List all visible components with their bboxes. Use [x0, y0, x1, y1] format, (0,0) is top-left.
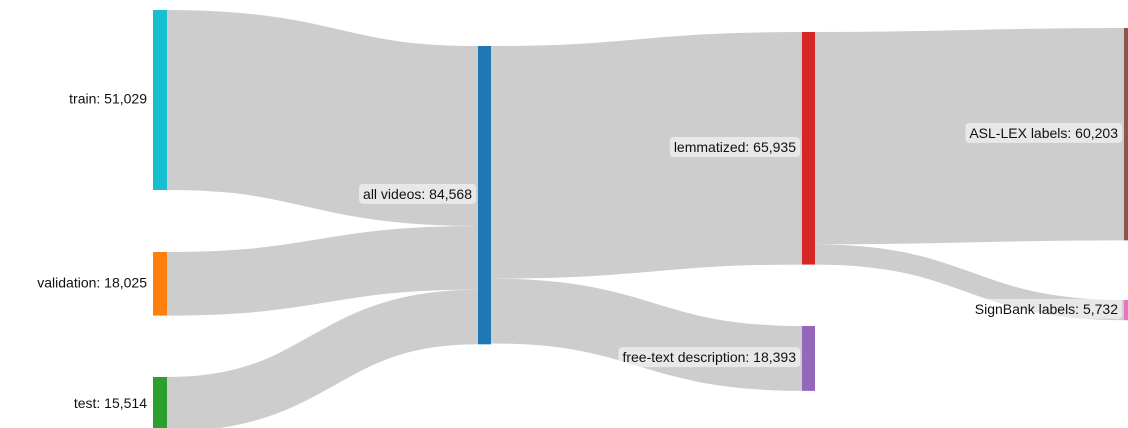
label-background: [359, 183, 477, 204]
node-label: train: 51,029: [69, 91, 147, 107]
label-background: [618, 347, 801, 368]
node-label-text: validation: 18,025: [37, 274, 147, 290]
node: [802, 326, 815, 391]
node-label-text: lemmatized: 65,935: [674, 139, 796, 155]
node-label-text: test: 15,514: [74, 395, 147, 411]
node-label-text: SignBank labels: 5,732: [975, 301, 1118, 317]
node-label: validation: 18,025: [37, 274, 147, 290]
link: [166, 289, 479, 428]
node-label: all videos: 84,568: [359, 183, 477, 204]
node: [153, 10, 167, 190]
node-label-text: ASL-LEX labels: 60,203: [969, 125, 1118, 141]
node-label: ASL-LEX labels: 60,203: [965, 122, 1123, 143]
node-label: test: 15,514: [74, 395, 147, 411]
node: [802, 32, 815, 265]
node-label: SignBank labels: 5,732: [970, 298, 1123, 319]
node-label: lemmatized: 65,935: [669, 136, 801, 157]
label-background: [970, 298, 1123, 319]
node-label-text: all videos: 84,568: [363, 186, 472, 202]
node: [153, 252, 167, 316]
node-label-text: train: 51,029: [69, 91, 147, 107]
label-background: [669, 136, 801, 157]
node: [478, 46, 491, 345]
link: [166, 10, 479, 226]
node: [1124, 28, 1128, 241]
link: [166, 226, 479, 316]
label-background: [965, 122, 1123, 143]
node: [153, 377, 167, 428]
node-label-text: free-text description: 18,393: [622, 349, 796, 365]
node: [1124, 300, 1128, 321]
node-label: free-text description: 18,393: [618, 347, 801, 368]
